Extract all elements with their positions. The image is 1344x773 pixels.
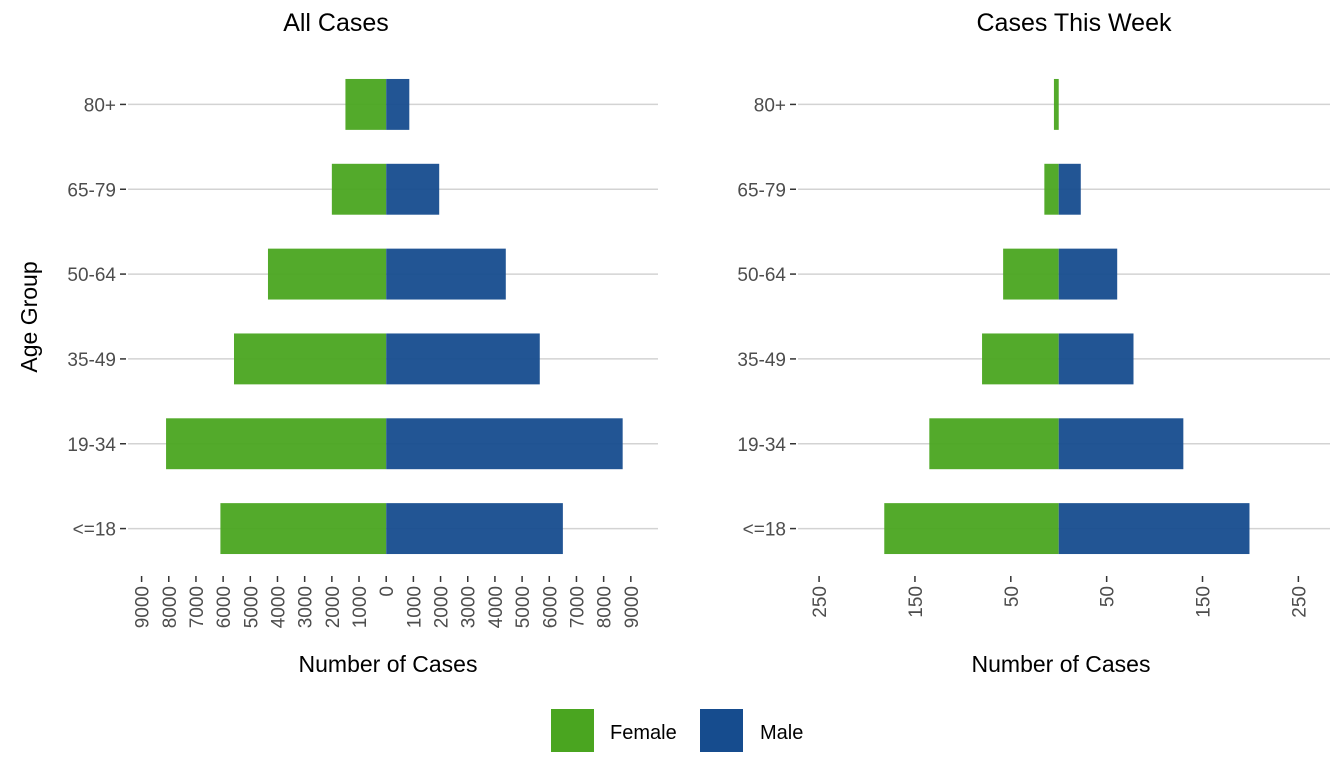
bar-male-50-64 xyxy=(1058,248,1118,300)
x-tick-label-0: 250 xyxy=(810,586,831,618)
x-tick-label-6: 3000 xyxy=(296,586,317,628)
y-tick-label-le18: <=18 xyxy=(73,520,116,541)
x-tick-label-9: 0 xyxy=(377,586,398,597)
bar-male-19-34 xyxy=(1058,418,1184,470)
legend-swatch-female xyxy=(551,709,594,752)
bar-female-80plus xyxy=(1053,78,1059,130)
legend-label-female: Female xyxy=(610,722,677,744)
x-tick-label-12: 3000 xyxy=(459,586,480,628)
bar-male-50-64 xyxy=(386,248,506,300)
legend-label-male: Male xyxy=(760,722,803,744)
bar-female-le18 xyxy=(220,503,387,555)
x-tick-label-11: 2000 xyxy=(432,586,453,628)
x-tick-label-17: 8000 xyxy=(595,586,616,628)
x-tick-label-18: 9000 xyxy=(622,586,643,628)
chart-title: All Cases xyxy=(283,9,389,37)
bar-male-35-49 xyxy=(386,333,540,385)
bar-female-80plus xyxy=(345,78,387,130)
x-tick-label-15: 6000 xyxy=(540,586,561,628)
x-tick-label-4: 150 xyxy=(1194,586,1215,618)
y-tick-label-35-49: 35-49 xyxy=(737,350,786,371)
bar-female-65-79 xyxy=(1044,163,1059,215)
x-tick-label-2: 50 xyxy=(1002,586,1023,607)
x-tick-label-8: 1000 xyxy=(350,586,371,628)
y-tick-label-19-34: 19-34 xyxy=(67,435,116,456)
y-tick-label-80plus: 80+ xyxy=(84,95,116,116)
chart-panel-1: <=18 19-34 35-49 50-64 65-79 80+ 9000 8000 7000 6… xyxy=(16,9,658,677)
y-tick-label-19-34: 19-34 xyxy=(737,435,786,456)
legend-swatch-male xyxy=(700,709,743,752)
bar-male-80plus xyxy=(386,78,410,130)
x-tick-label-0: 9000 xyxy=(133,586,154,628)
x-tick-label-3: 50 xyxy=(1098,586,1119,607)
y-axis-title: Age Group xyxy=(16,261,42,372)
bar-male-le18 xyxy=(1058,503,1250,555)
legend: Female Male xyxy=(551,709,803,752)
x-tick-label-4: 5000 xyxy=(241,586,262,628)
bar-male-le18 xyxy=(386,503,563,555)
x-axis-title: Number of Cases xyxy=(972,651,1151,677)
x-tick-label-16: 7000 xyxy=(567,586,588,628)
x-tick-label-14: 5000 xyxy=(513,586,534,628)
x-tick-label-13: 4000 xyxy=(486,586,507,628)
bar-male-65-79 xyxy=(1058,163,1081,215)
x-tick-label-10: 1000 xyxy=(404,586,425,628)
bar-female-19-34 xyxy=(166,418,387,470)
x-tick-label-1: 150 xyxy=(906,586,927,618)
bar-male-35-49 xyxy=(1058,333,1134,385)
bar-female-35-49 xyxy=(982,333,1059,385)
y-tick-label-80plus: 80+ xyxy=(754,95,786,116)
bar-male-65-79 xyxy=(386,163,440,215)
y-tick-label-65-79: 65-79 xyxy=(67,180,116,201)
x-tick-label-2: 7000 xyxy=(187,586,208,628)
y-tick-label-50-64: 50-64 xyxy=(67,265,116,286)
x-axis-title: Number of Cases xyxy=(299,651,478,677)
bar-female-50-64 xyxy=(1003,248,1059,300)
x-tick-label-3: 6000 xyxy=(214,586,235,628)
x-tick-label-5: 250 xyxy=(1289,586,1310,618)
bar-female-65-79 xyxy=(331,163,387,215)
bar-female-19-34 xyxy=(929,418,1059,470)
bar-female-50-64 xyxy=(267,248,387,300)
y-tick-label-50-64: 50-64 xyxy=(737,265,786,286)
y-tick-label-35-49: 35-49 xyxy=(67,350,116,371)
chart-panel-2: <=18 19-34 35-49 50-64 65-79 80+ 250 150 50 50 150… xyxy=(737,9,1330,677)
x-tick-label-5: 4000 xyxy=(268,586,289,628)
bar-female-le18 xyxy=(884,503,1059,555)
y-tick-label-le18: <=18 xyxy=(743,520,786,541)
bar-female-35-49 xyxy=(234,333,387,385)
chart-title: Cases This Week xyxy=(977,9,1172,37)
x-tick-label-1: 8000 xyxy=(160,586,181,628)
bar-male-19-34 xyxy=(386,418,623,470)
x-tick-label-7: 2000 xyxy=(323,586,344,628)
y-tick-label-65-79: 65-79 xyxy=(737,180,786,201)
